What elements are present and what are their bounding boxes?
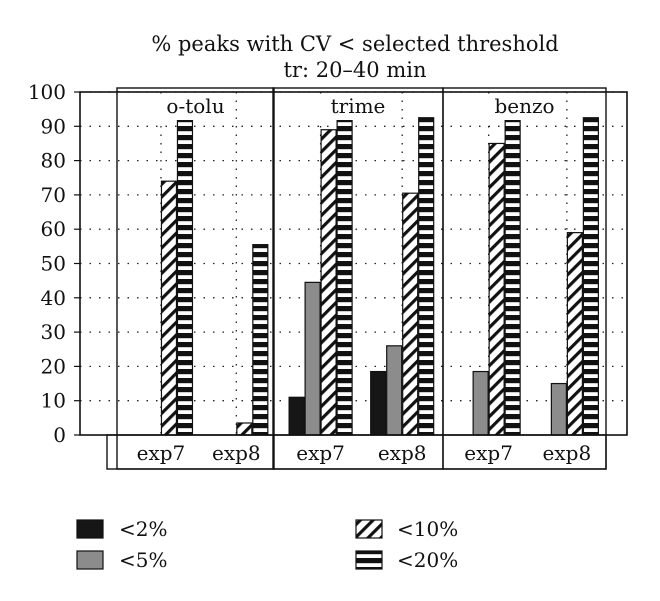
bar-trime-exp8-1 [370,370,387,436]
panel-title-bg [318,94,398,120]
bar-benzo-exp8-2 [550,382,567,436]
y-tick-label: 100 [28,80,66,104]
chart-subtitle: tr: 20–40 min [283,58,426,82]
legend-label: <20% [397,548,458,572]
panel-title-o-tolu: o-tolu [166,94,224,118]
legend-swatch [355,519,383,539]
legend-label: <2% [119,517,168,541]
legend: <2% <10% <5% <20% [76,517,458,572]
bar-benzo-exp7-3 [488,142,505,436]
x-axis-labels: exp7 exp8 exp7 exp8 exp7 exp8 [137,441,592,465]
panel-title-bg [484,94,565,120]
x-label-exp7: exp7 [464,441,513,465]
x-label-exp8: exp8 [212,441,261,465]
bar-trime-exp8-3 [402,192,419,436]
bar-o-tolu-exp7-3 [160,180,178,436]
bar-trime-exp7-3 [320,129,337,436]
y-tick-label: 40 [41,286,66,310]
bar-trime-exp7-1 [288,396,305,436]
x-label-exp7: exp7 [137,441,186,465]
x-label-exp8: exp8 [543,441,592,465]
bar-trime-exp7-2 [304,281,321,436]
legend-swatch [76,550,104,570]
bar-o-tolu-exp8-4 [252,244,269,436]
panel-title-benzo: benzo [494,94,554,118]
bar-trime-exp7-4 [336,117,353,436]
y-tick-label: 80 [41,149,66,173]
x-label-exp8: exp8 [378,441,427,465]
y-tick-label: 60 [41,217,66,241]
bar-benzo-exp8-4 [582,117,599,436]
legend-swatch [76,519,104,539]
legend-label: <5% [119,548,168,572]
y-tick-label: 20 [41,354,66,378]
legend-swatch [355,550,383,570]
legend-label: <10% [397,517,458,541]
x-label-exp7: exp7 [296,441,345,465]
panel-title-trime: trime [331,94,386,118]
x-axis-label-box [106,434,607,470]
panel-frame [116,87,275,470]
bar-trime-exp8-4 [418,117,435,436]
bar-benzo-exp8-3 [566,232,583,436]
bar-benzo-exp7-2 [472,370,489,436]
y-axis: 0 10 20 30 40 50 60 70 80 90 100 [28,80,80,447]
bar-o-tolu-exp8-3 [236,422,253,436]
y-tick-label: 10 [41,389,66,413]
y-tick-label: 0 [53,423,66,447]
y-tick-label: 50 [41,252,66,276]
y-tick-label: 70 [41,183,66,207]
bars [160,117,599,436]
bar-o-tolu-exp7-4 [176,117,194,436]
bar-benzo-exp7-4 [504,117,521,436]
bar-trime-exp8-2 [386,345,403,436]
y-tick-label: 30 [41,320,66,344]
chart-title: % peaks with CV < selected threshold [151,32,558,56]
panel-title-bg [155,94,236,120]
y-tick-label: 90 [41,114,66,138]
panel-frames: o-tolu trime benzo [79,87,628,470]
